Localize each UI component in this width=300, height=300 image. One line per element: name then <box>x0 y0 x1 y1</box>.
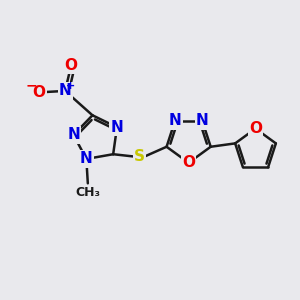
Text: CH₃: CH₃ <box>75 186 100 199</box>
Text: O: O <box>32 85 46 100</box>
Text: +: + <box>66 81 75 91</box>
Text: O: O <box>64 58 78 73</box>
Text: N: N <box>67 128 80 142</box>
Text: N: N <box>59 83 71 98</box>
Text: N: N <box>111 120 123 135</box>
Text: S: S <box>134 149 145 164</box>
Text: −: − <box>26 79 38 93</box>
Text: O: O <box>182 155 195 170</box>
Text: N: N <box>196 113 208 128</box>
Text: N: N <box>80 152 93 166</box>
Text: N: N <box>169 113 182 128</box>
Text: O: O <box>249 121 262 136</box>
